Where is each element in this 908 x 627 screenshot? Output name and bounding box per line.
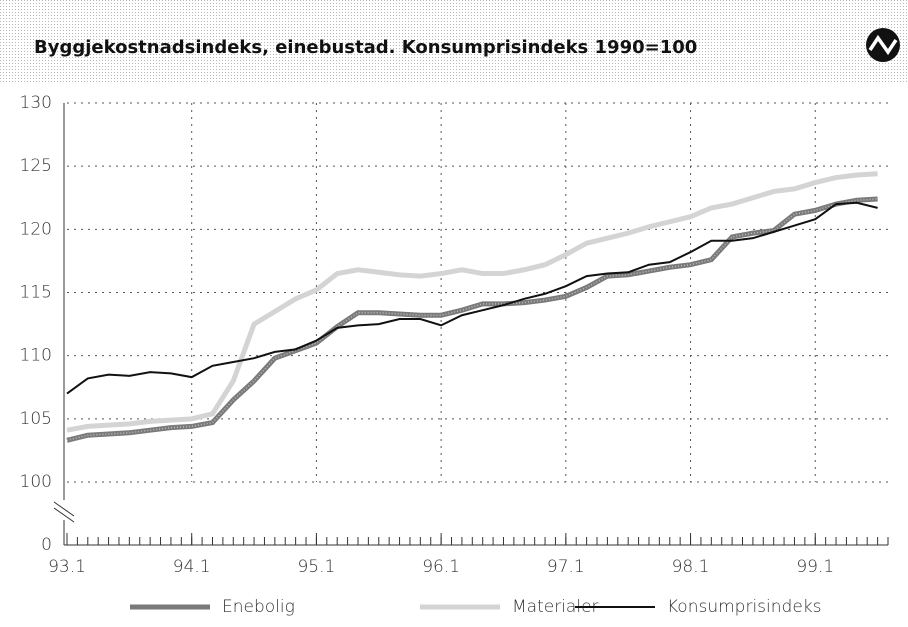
y-break-label: 0	[41, 535, 52, 555]
axis-break	[53, 501, 75, 517]
series-line	[66, 196, 878, 443]
header-band	[0, 0, 908, 82]
x-tick-label: 94.1	[173, 557, 211, 577]
legend-label: Konsumprisindeks	[667, 597, 821, 617]
x-tick-label: 99.1	[796, 557, 834, 577]
x-tick-label: 93.1	[48, 557, 86, 577]
x-tick-label: 97.1	[547, 557, 585, 577]
series-line	[66, 201, 878, 395]
y-tick-label: 120	[20, 219, 52, 239]
axis-break	[53, 507, 75, 523]
y-tick-label: 110	[20, 346, 52, 366]
series-hatch	[66, 198, 878, 442]
x-tick-label: 96.1	[422, 557, 460, 577]
y-tick-label: 130	[20, 93, 52, 113]
chart-title: Byggjekostnadsindeks, einebustad. Konsum…	[34, 37, 697, 58]
y-tick-label: 105	[20, 409, 52, 429]
logo	[866, 28, 900, 62]
series-line	[66, 171, 878, 433]
y-tick-label: 125	[20, 156, 52, 176]
y-tick-label: 115	[20, 283, 52, 303]
y-tick-label: 100	[20, 472, 52, 492]
legend-label: Materialer	[512, 597, 599, 617]
x-tick-label: 98.1	[672, 557, 710, 577]
x-tick-label: 95.1	[297, 557, 335, 577]
legend-label: Enebolig	[222, 597, 295, 617]
